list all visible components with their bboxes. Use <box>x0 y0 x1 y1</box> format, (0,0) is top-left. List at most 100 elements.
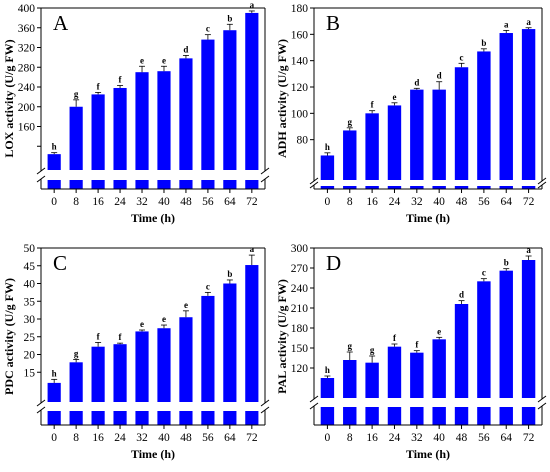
axis-break-mark <box>309 181 319 189</box>
bar <box>365 362 379 425</box>
y-tick-label: 210 <box>291 303 309 315</box>
axis-break-mark <box>537 177 547 185</box>
significance-label: e <box>437 326 441 336</box>
y-tick-label: 30 <box>24 314 36 326</box>
x-tick-label: 32 <box>136 432 148 444</box>
bar <box>223 283 237 425</box>
y-tick-label: 240 <box>291 283 309 295</box>
y-tick-label: 160 <box>18 122 36 134</box>
y-tick-label: 180 <box>291 3 309 15</box>
bar <box>432 339 446 425</box>
significance-label: a <box>250 0 255 10</box>
x-tick-label: 72 <box>523 432 535 444</box>
significance-label: e <box>184 300 188 310</box>
y-tick-label: 160 <box>291 29 309 41</box>
panel-B: h g f e d d c b a a 80 100 120 140 160 180 0 8 16 24 32 40 48 5… <box>275 3 547 225</box>
x-tick-label: 24 <box>114 432 126 444</box>
bar <box>245 12 259 189</box>
x-tick-label: 40 <box>433 432 445 444</box>
bar <box>135 331 149 425</box>
axis-break-mark <box>36 167 46 175</box>
significance-label: d <box>183 44 188 54</box>
y-tick-label: 140 <box>291 56 309 68</box>
significance-label: e <box>392 92 396 102</box>
bar <box>499 33 513 189</box>
x-tick-label: 56 <box>478 196 490 208</box>
bar <box>113 344 127 425</box>
panel-C: h g f f e e e c b a 15 20 25 30 35 40 45 50 0 8 16 24 32 40 48 56… <box>2 243 270 461</box>
significance-label: b <box>504 258 509 268</box>
y-tick-label: 35 <box>24 296 36 308</box>
y-tick-label: 25 <box>24 332 36 344</box>
bar <box>521 29 536 189</box>
x-tick-label: 0 <box>51 432 57 444</box>
significance-label: a <box>504 19 509 29</box>
bar <box>343 130 357 189</box>
axis-break-band <box>314 398 542 407</box>
y-axis-label: LOX activity (U/g FW) <box>2 39 16 157</box>
panel-letter: D <box>326 251 341 275</box>
significance-label: h <box>52 142 57 152</box>
x-tick-label: 32 <box>411 432 423 444</box>
bar <box>179 58 193 189</box>
x-axis-label: Time (h) <box>406 211 450 225</box>
x-tick-label: 8 <box>73 196 79 208</box>
x-tick-label: 16 <box>366 196 378 208</box>
significance-label: f <box>393 333 397 343</box>
y-tick-label: 280 <box>18 62 36 74</box>
y-tick-label: 150 <box>291 343 309 355</box>
x-axis-label: Time (h) <box>406 447 450 461</box>
bar <box>410 89 424 189</box>
x-tick-label: 64 <box>224 432 236 444</box>
bar <box>365 113 379 189</box>
significance-label: g <box>348 341 353 351</box>
panel-letter: A <box>53 11 69 35</box>
axis-break-band <box>41 402 265 411</box>
x-tick-label: 40 <box>158 432 170 444</box>
bar <box>387 105 402 189</box>
x-tick-label: 24 <box>389 432 401 444</box>
axis-break-mark <box>36 175 46 183</box>
bar <box>521 260 536 425</box>
bar <box>91 94 105 189</box>
x-tick-label: 56 <box>478 432 490 444</box>
significance-label: f <box>371 100 375 110</box>
axis-break-mark <box>309 395 319 403</box>
y-tick-label: 20 <box>24 350 36 362</box>
significance-label: g <box>370 345 375 355</box>
x-tick-label: 0 <box>51 196 57 208</box>
x-tick-label: 40 <box>433 196 445 208</box>
bar <box>454 67 469 189</box>
axis-break-mark <box>537 395 547 403</box>
y-tick-label: 300 <box>291 243 309 255</box>
y-tick-label: 100 <box>291 108 309 120</box>
significance-label: c <box>460 52 464 62</box>
significance-label: a <box>526 17 531 27</box>
bar <box>223 30 237 189</box>
significance-label: b <box>227 13 232 23</box>
significance-label: d <box>437 71 442 81</box>
y-tick-label: 50 <box>24 243 36 255</box>
axis-break-mark <box>260 175 270 183</box>
y-axis-label: ADH activity (U/g FW) <box>275 39 289 158</box>
significance-label: f <box>119 332 123 342</box>
x-tick-label: 72 <box>246 196 258 208</box>
x-tick-label: 24 <box>114 196 126 208</box>
x-tick-label: 16 <box>92 432 104 444</box>
x-tick-label: 40 <box>158 196 170 208</box>
axis-break-mark <box>260 399 270 407</box>
bar <box>201 295 215 425</box>
x-axis-label: Time (h) <box>131 447 175 461</box>
significance-label: d <box>459 290 464 300</box>
panel-A: h g f f e e d c b a 160 200 240 280 320 360 400 0 8 16 24 32 4… <box>2 0 270 225</box>
axis-break-band <box>314 180 542 186</box>
axis-break-mark <box>260 406 270 414</box>
y-axis-label: PAL activity (U/g FW) <box>275 279 289 394</box>
axis-break-mark <box>36 406 46 414</box>
significance-label: b <box>481 38 486 48</box>
x-tick-label: 48 <box>456 432 468 444</box>
x-tick-label: 72 <box>523 196 535 208</box>
y-tick-label: 45 <box>24 261 36 273</box>
x-tick-label: 56 <box>202 432 214 444</box>
x-tick-label: 0 <box>325 196 331 208</box>
